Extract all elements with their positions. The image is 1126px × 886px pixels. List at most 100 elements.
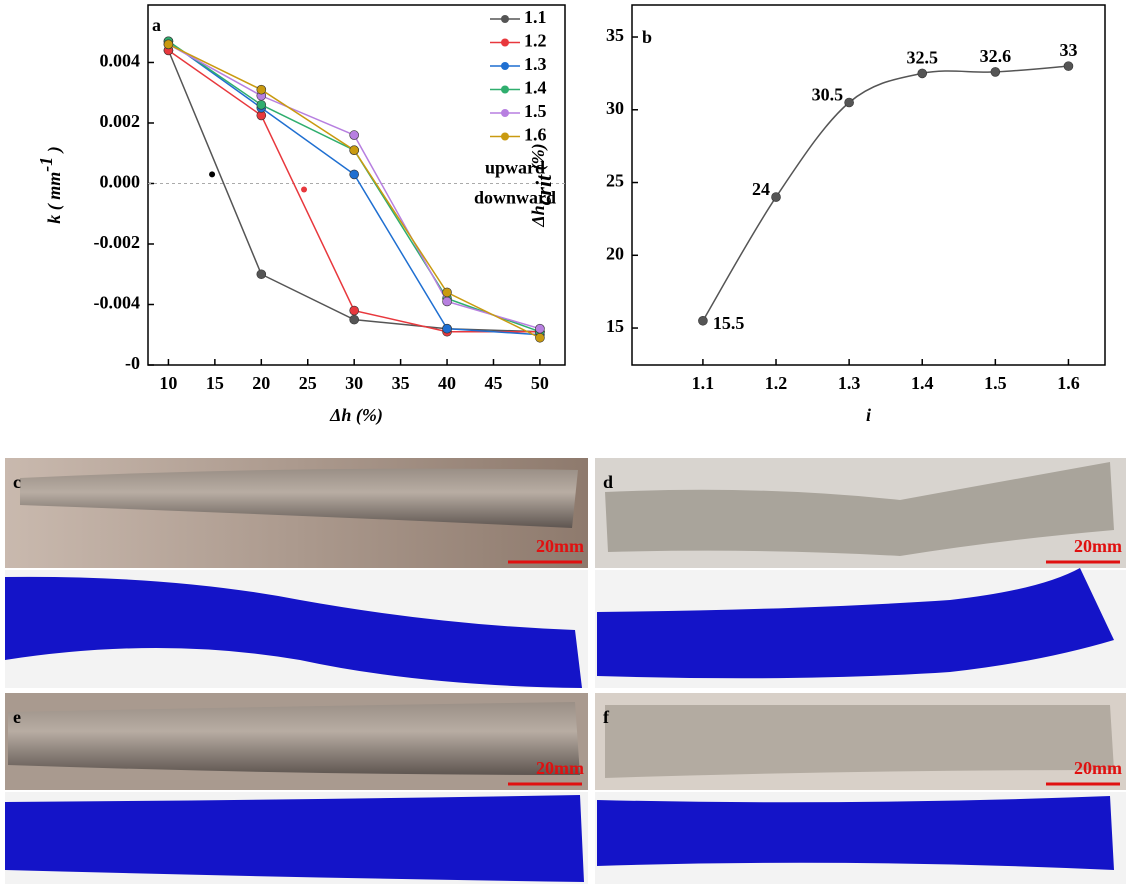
scale-label: 20mm bbox=[1074, 536, 1122, 556]
panel-label: a bbox=[152, 15, 161, 35]
data-point bbox=[535, 332, 545, 343]
mesh-c bbox=[5, 576, 582, 688]
marker-point bbox=[209, 171, 216, 178]
legend-label: 1.3 bbox=[524, 54, 547, 74]
value-label: 30.5 bbox=[812, 85, 844, 105]
data-point bbox=[442, 323, 452, 334]
y-tick-label: 0.000 bbox=[100, 172, 141, 192]
panel-label: c bbox=[13, 472, 21, 492]
mesh-f bbox=[597, 796, 1114, 870]
x-tick-label: 1.2 bbox=[765, 373, 788, 393]
scale-label: 20mm bbox=[1074, 758, 1122, 778]
y-tick-label: -0 bbox=[125, 353, 140, 373]
strip-e bbox=[8, 702, 580, 775]
data-point bbox=[917, 68, 928, 79]
legend-marker bbox=[501, 38, 509, 47]
data-point bbox=[349, 305, 359, 316]
data-point bbox=[349, 169, 359, 180]
data-point bbox=[256, 84, 267, 95]
legend-label: 1.5 bbox=[524, 101, 547, 121]
x-tick-label: 25 bbox=[299, 373, 317, 393]
data-point bbox=[256, 269, 267, 280]
data-point bbox=[442, 296, 452, 307]
x-tick-label: 35 bbox=[392, 373, 410, 393]
plot-frame bbox=[147, 4, 566, 366]
x-tick-label: 20 bbox=[252, 373, 270, 393]
panel-label: d bbox=[603, 472, 613, 492]
strip-c bbox=[20, 468, 578, 528]
data-point bbox=[535, 323, 545, 334]
value-label: 32.5 bbox=[906, 48, 938, 68]
photo-panels bbox=[5, 458, 1126, 884]
data-point bbox=[771, 192, 781, 202]
x-tick-label: 50 bbox=[531, 373, 549, 393]
value-label: 24 bbox=[752, 179, 770, 199]
y-tick-label: 15 bbox=[606, 316, 624, 336]
y-axis-label: Δhcrit (%) bbox=[528, 143, 556, 227]
scale-label: 20mm bbox=[536, 536, 584, 556]
data-point bbox=[349, 130, 359, 140]
data-point bbox=[349, 314, 359, 325]
scale-label: 20mm bbox=[536, 758, 584, 778]
x-axis-label: Δh (%) bbox=[329, 405, 383, 426]
data-point bbox=[349, 145, 359, 156]
value-label: 33 bbox=[1059, 40, 1077, 60]
data-point bbox=[256, 100, 267, 110]
legend-label: 1.6 bbox=[524, 125, 547, 145]
legend-marker bbox=[501, 109, 509, 117]
legend-label: 1.4 bbox=[524, 78, 547, 98]
data-point bbox=[698, 315, 708, 326]
legend-marker bbox=[501, 132, 509, 141]
y-tick-label: 20 bbox=[606, 243, 624, 263]
y-tick-label: 25 bbox=[606, 171, 624, 191]
x-tick-label: 1.3 bbox=[838, 373, 861, 393]
value-label: 32.6 bbox=[980, 46, 1012, 66]
y-tick-label: 0.004 bbox=[100, 51, 141, 71]
y-label-sup: -1 bbox=[36, 157, 56, 172]
annotation: downward bbox=[474, 188, 556, 208]
y-label-main: Δh bbox=[528, 205, 548, 227]
x-tick-label: 45 bbox=[484, 373, 502, 393]
data-point bbox=[442, 287, 452, 298]
legend-label: 1.1 bbox=[524, 7, 547, 27]
y-label-main: k ( mm bbox=[44, 172, 65, 224]
data-point bbox=[1063, 61, 1074, 71]
panel-label: f bbox=[603, 707, 610, 727]
y-tick-label: 35 bbox=[606, 25, 624, 45]
x-tick-label: 40 bbox=[438, 373, 456, 393]
strip-d bbox=[605, 462, 1114, 556]
y-label-end: (%) bbox=[528, 143, 549, 174]
mesh-e bbox=[5, 795, 584, 882]
legend-label: 1.2 bbox=[524, 31, 547, 51]
y-label-sub: crit bbox=[531, 174, 556, 205]
x-tick-label: 10 bbox=[159, 373, 177, 393]
x-tick-label: 1.4 bbox=[911, 373, 934, 393]
y-tick-label: -0.004 bbox=[94, 293, 141, 313]
x-tick-label: 1.5 bbox=[984, 373, 1007, 393]
y-label-end: ) bbox=[44, 146, 65, 157]
marker-point bbox=[301, 186, 308, 193]
value-label: 15.5 bbox=[713, 313, 745, 333]
data-point bbox=[844, 97, 854, 108]
legend-marker bbox=[501, 85, 509, 94]
x-tick-label: 1.1 bbox=[692, 373, 715, 393]
panel-label: e bbox=[13, 707, 21, 727]
legend-marker bbox=[501, 15, 509, 23]
y-axis-label: k ( mm-1 ) bbox=[36, 146, 65, 224]
mesh-d bbox=[597, 568, 1114, 679]
x-axis-label: i bbox=[866, 405, 871, 425]
x-tick-label: 30 bbox=[345, 373, 363, 393]
x-tick-label: 15 bbox=[206, 373, 224, 393]
data-point bbox=[163, 39, 174, 50]
y-tick-label: -0.002 bbox=[94, 232, 141, 252]
y-tick-label: 0.002 bbox=[100, 111, 141, 131]
panel-label: b bbox=[642, 27, 652, 47]
annotation: upward bbox=[485, 158, 545, 178]
legend-marker bbox=[501, 62, 509, 70]
data-point bbox=[990, 67, 1001, 77]
y-tick-label: 30 bbox=[606, 98, 624, 118]
plot-frame bbox=[631, 4, 1106, 366]
strip-f bbox=[605, 705, 1114, 778]
x-tick-label: 1.6 bbox=[1057, 373, 1080, 393]
